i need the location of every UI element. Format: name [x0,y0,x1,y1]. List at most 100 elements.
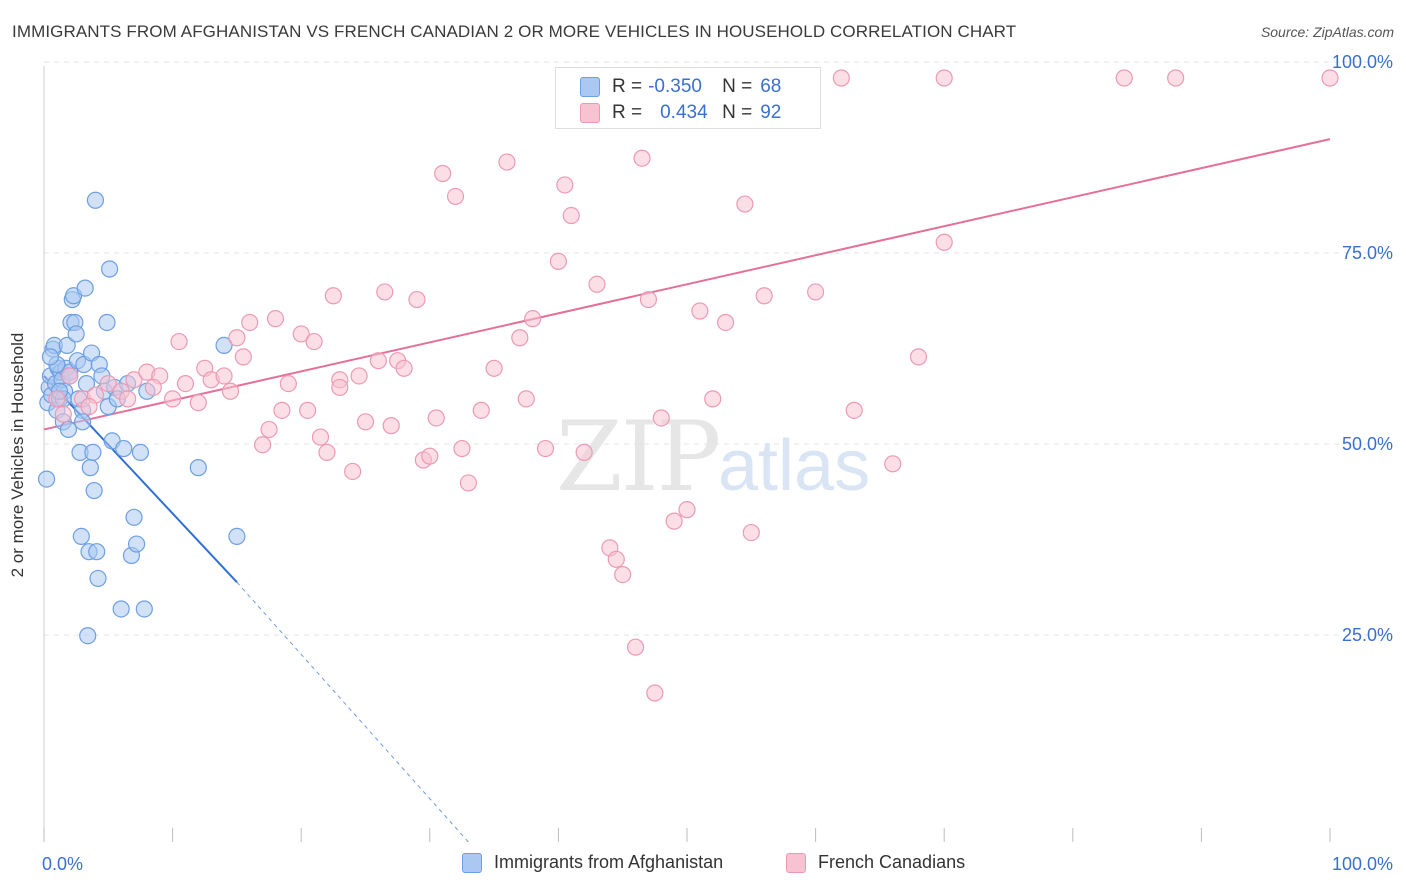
point-french-canadian [61,367,79,385]
point-french-canadian [382,417,400,435]
gridlines [44,61,1392,636]
point-french-canadian [292,325,310,343]
point-french-canadian [536,439,555,458]
series-legend: Immigrants from Afghanistan French Canad… [0,852,1406,876]
point-afghanistan [127,535,146,553]
point-french-canadian [54,405,72,423]
watermark: ZIP atlas [556,401,870,513]
point-french-canadian [170,332,188,351]
point-french-canadian [344,462,362,481]
point-afghanistan [112,600,130,618]
point-french-canadian [80,397,98,416]
point-french-canadian [588,275,606,293]
point-french-canadian [421,447,439,465]
point-afghanistan [98,313,116,332]
point-french-canadian [575,443,593,461]
point-french-canadian [633,149,651,167]
point-afghanistan [67,325,85,343]
point-french-canadian [453,439,471,458]
point-french-canadian [215,367,233,385]
point-french-canadian [318,443,336,461]
legend-r-value: -0.350 [648,76,702,97]
point-french-canadian [189,394,207,412]
point-french-canadian [299,401,317,419]
legend-n-value: 68 [760,76,782,97]
point-french-canadian [427,409,445,427]
y-tick-label: 25.0% [1342,625,1393,645]
legend-item-french-canadians[interactable]: French Canadians [786,852,965,873]
point-french-canadian [356,413,375,431]
point-french-canadian [273,401,291,419]
point-afghanistan [81,459,99,477]
point-french-canadian [511,329,529,347]
point-french-canadian [736,195,754,213]
point-french-canadian [742,523,760,542]
point-afghanistan [72,527,90,546]
point-french-canadian [716,313,735,332]
point-french-canadian [691,302,709,320]
point-french-canadian [228,329,246,347]
point-french-canadian [254,436,272,454]
point-french-canadian [556,176,574,194]
legend-item-label: French Canadians [818,852,966,872]
point-french-canadian [395,359,413,377]
axes [43,66,1331,842]
stats-legend: R = -0.350 N = 68 R = 0.434 N = 92 [555,67,821,129]
point-french-canadian [221,382,240,400]
legend-n-label: N = [722,102,753,123]
point-french-canadian [884,455,902,473]
point-afghanistan [41,348,60,366]
point-french-canadian [935,69,953,87]
point-french-canadian [144,378,162,397]
point-french-canadian [260,420,278,439]
tick-labels: 25.0% 50.0% 75.0% 100.0% 0.0% 100.0% [42,52,1393,874]
point-french-canadian [614,565,632,584]
point-afghanistan [73,413,92,431]
point-afghanistan [79,627,97,645]
chart-title: IMMIGRANTS FROM AFGHANISTAN VS FRENCH CA… [12,22,1017,41]
trendline-afghanistan-extension [236,581,469,843]
point-french-canadian [845,401,863,419]
point-french-canadian [48,390,66,408]
point-french-canadian [1321,69,1339,87]
legend-r-label: R = [612,76,643,97]
y-tick-label: 50.0% [1342,434,1393,454]
point-french-canadian [549,252,568,270]
point-french-canadian [806,283,825,301]
point-afghanistan [76,279,94,297]
point-french-canadian [1167,69,1185,87]
point-french-canadian [118,390,137,408]
point-french-canadian [331,378,349,397]
point-french-canadian [626,638,645,656]
point-french-canadian [909,348,928,366]
point-afghanistan [131,443,150,461]
source-label: Source: ZipAtlas.com [1260,24,1394,40]
point-french-canadian [459,474,477,492]
point-afghanistan [125,508,143,526]
point-french-canadian [350,367,368,385]
point-afghanistan [100,260,119,278]
legend-item-afghanistan[interactable]: Immigrants from Afghanistan [462,852,723,873]
point-french-canadian [485,359,503,377]
point-afghanistan [84,443,102,461]
legend-item-label: Immigrants from Afghanistan [494,852,724,872]
x-tick-label: 100.0% [1332,854,1393,874]
point-french-canadian [1115,69,1133,87]
point-french-canadian [665,512,683,530]
point-afghanistan [86,191,105,209]
legend-n-value: 92 [760,102,782,123]
point-french-canadian [241,313,259,332]
point-afghanistan [215,336,233,354]
point-french-canadian [639,290,658,309]
legend-n-label: N = [722,76,753,97]
point-french-canadian [832,69,850,87]
point-french-canadian [607,550,625,568]
point-french-canadian [755,287,773,305]
point-french-canadian [369,352,387,370]
legend-r-label: R = [612,102,643,123]
legend-swatch-blue [580,77,600,97]
point-french-canadian [305,332,323,351]
x-tick-label: 0.0% [42,854,83,874]
point-french-canadian [935,233,953,251]
point-french-canadian [434,164,452,183]
